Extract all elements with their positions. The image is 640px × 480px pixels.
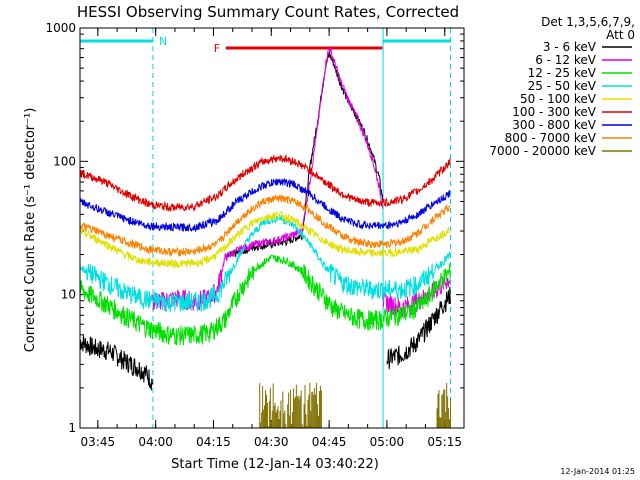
chart-title: HESSI Observing Summary Count Rates, Cor… xyxy=(77,3,459,21)
x-tick-label: 04:15 xyxy=(196,435,231,449)
series-line xyxy=(152,46,384,312)
plot-area: 1 10 100 1000 03:45 04:00 04:15 04:30 04:45 05:00… xyxy=(45,21,464,449)
plot-frame xyxy=(79,27,465,429)
x-tick-label: 05:00 xyxy=(370,435,405,449)
series-line xyxy=(79,214,451,313)
series-line xyxy=(79,210,451,269)
legend-label: 300 - 800 keV xyxy=(512,118,596,132)
legend-label: 12 - 25 keV xyxy=(528,66,597,80)
legend-label: 3 - 6 keV xyxy=(543,40,597,54)
x-tick-label: 04:45 xyxy=(312,435,347,449)
legend-header-2: Att 0 xyxy=(606,28,635,42)
x-tick-label: 04:00 xyxy=(138,435,173,449)
legend-label: 100 - 300 keV xyxy=(512,105,596,119)
x-axis-label: Start Time (12-Jan-14 03:40:22) xyxy=(171,457,379,472)
flare-flag-label: F xyxy=(214,42,220,55)
x-tick-label: 04:30 xyxy=(254,435,289,449)
series-line xyxy=(79,335,154,391)
series-line xyxy=(79,153,451,212)
y-tick-label: 1000 xyxy=(45,21,76,35)
night-flag-label: N xyxy=(159,35,167,48)
timestamp: 12-Jan-2014 01:25 xyxy=(560,467,635,476)
legend-label: 800 - 7000 keV xyxy=(505,131,597,145)
legend-label: 6 - 12 keV xyxy=(535,53,597,67)
series-line xyxy=(79,177,451,233)
legend-label: 50 - 100 keV xyxy=(520,92,597,106)
x-tick-label: 03:45 xyxy=(81,435,116,449)
legend-header-1: Det 1,3,5,6,7,9, xyxy=(541,15,635,29)
series-line xyxy=(386,286,451,370)
legend-label: 25 - 50 keV xyxy=(528,79,597,93)
x-tick-label: 05:15 xyxy=(427,435,462,449)
series-line xyxy=(79,193,451,258)
series-line xyxy=(79,254,451,346)
y-axis-label: Corrected Count Rate (s⁻¹ detector⁻¹) xyxy=(23,108,38,353)
y-tick-label: 100 xyxy=(53,154,76,168)
y-tick-label: 1 xyxy=(68,421,76,435)
y-tick-label: 10 xyxy=(61,288,76,302)
legend-label: 7000 - 20000 keV xyxy=(489,144,596,158)
